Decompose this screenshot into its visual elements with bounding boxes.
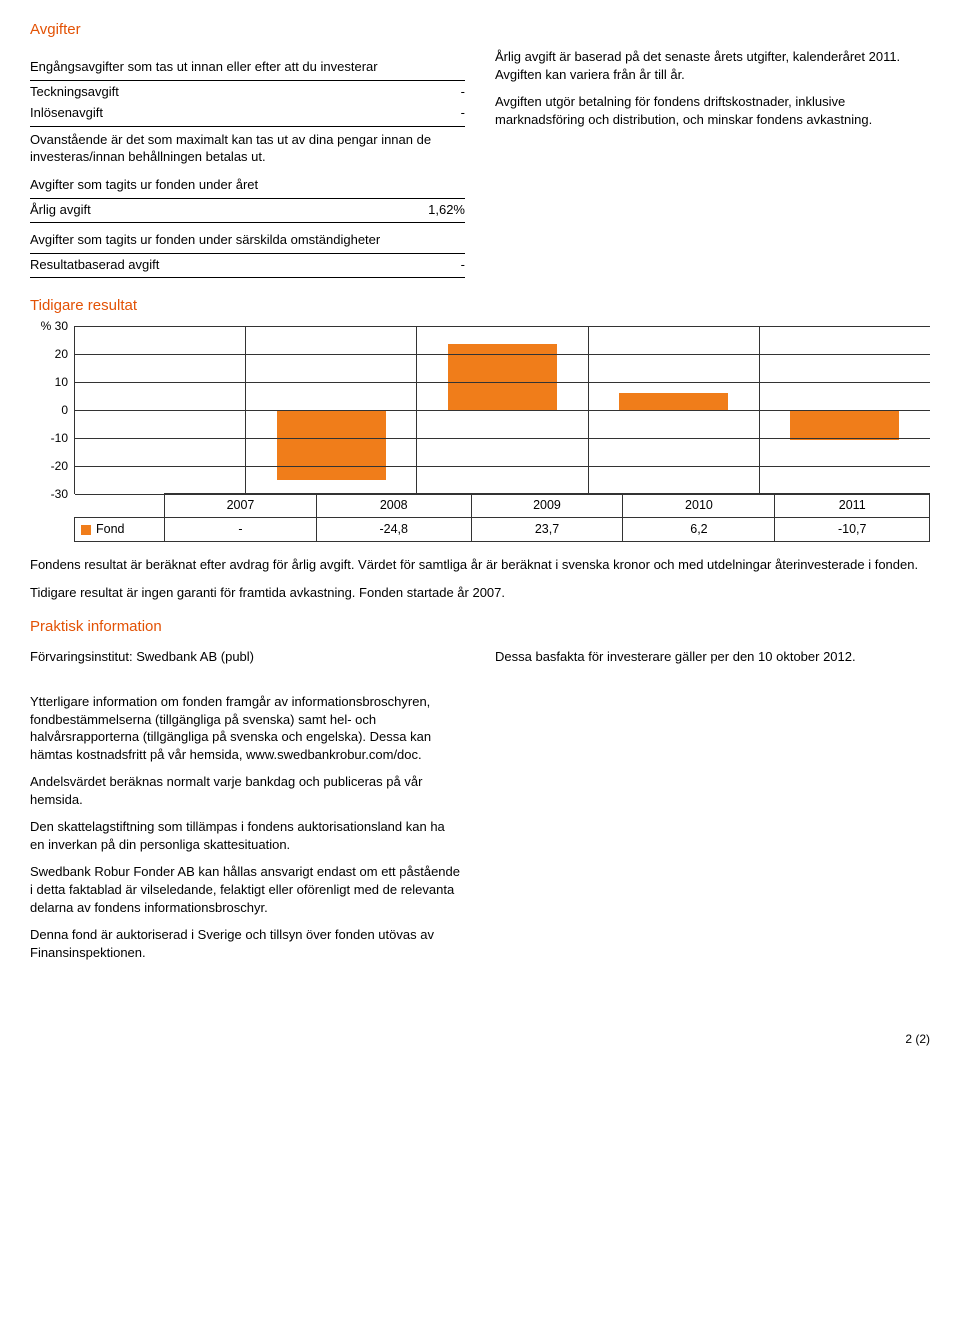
value-cell: -24,8 <box>316 518 471 542</box>
bar <box>619 393 728 410</box>
fees-section1: Engångsavgifter som tas ut innan eller e… <box>30 50 465 80</box>
fees-note1: Ovanstående är det som maximalt kan tas … <box>30 126 465 168</box>
practical-p6: Denna fond är auktoriserad i Sverige och… <box>30 926 462 961</box>
chart-y-axis: % 3020100-10-20-30 <box>30 326 74 494</box>
fees-table: Engångsavgifter som tas ut innan eller e… <box>30 50 465 278</box>
bar <box>277 410 386 479</box>
practical-body: Ytterligare information om fonden framgå… <box>30 693 462 961</box>
bar <box>790 410 899 440</box>
value-cell: -10,7 <box>775 518 930 542</box>
fees-right-p2: Avgiften utgör betalning för fondens dri… <box>495 93 930 128</box>
fees-right-column: Årlig avgift är baserad på det senaste å… <box>495 20 930 278</box>
table-row-head: Fond <box>75 518 165 542</box>
past-results-p2: Tidigare resultat är ingen garanti för f… <box>30 584 930 602</box>
row-label: Fond <box>96 522 125 536</box>
fees-section2: Avgifter som tagits ur fonden under året <box>30 168 465 198</box>
practical-right: Dessa basfakta för investerare gäller pe… <box>495 648 930 676</box>
practical-right-p1: Dessa basfakta för investerare gäller pe… <box>495 648 930 666</box>
chart-data-table: 20072008200920102011 Fond --24,823,76,2-… <box>74 493 930 542</box>
fee-row-label: Resultatbaserad avgift <box>30 253 405 278</box>
fees-section3: Avgifter som tagits ur fonden under särs… <box>30 223 465 254</box>
fee-row-label: Årlig avgift <box>30 198 405 223</box>
fee-row-label: Inlösenavgift <box>30 102 405 126</box>
fee-row-value: 1,62% <box>405 198 465 223</box>
past-results-chart: % 3020100-10-20-30 20072008200920102011 … <box>30 326 930 542</box>
fee-row-value: - <box>405 80 465 102</box>
year-header: 2008 <box>316 494 471 518</box>
y-tick-label: -10 <box>51 430 68 446</box>
table-corner <box>75 494 165 518</box>
chart-plot-area <box>74 326 930 494</box>
practical-left: Förvaringsinstitut: Swedbank AB (publ) <box>30 648 465 676</box>
value-cell: 23,7 <box>471 518 623 542</box>
practical-p4: Den skattelagstiftning som tillämpas i f… <box>30 818 462 853</box>
y-tick-label: 0 <box>61 402 68 418</box>
value-cell: - <box>165 518 317 542</box>
past-results-p1: Fondens resultat är beräknat efter avdra… <box>30 556 930 574</box>
practical-p2: Ytterligare information om fonden framgå… <box>30 693 462 763</box>
year-header: 2007 <box>165 494 317 518</box>
practical-p3: Andelsvärdet beräknas normalt varje bank… <box>30 773 462 808</box>
fees-right-p1: Årlig avgift är baserad på det senaste å… <box>495 48 930 83</box>
y-tick-label: 10 <box>55 374 68 390</box>
y-tick-label: -20 <box>51 458 68 474</box>
y-tick-label: % 30 <box>41 318 68 334</box>
fee-row-value: - <box>405 253 465 278</box>
practical-heading: Praktisk information <box>30 617 930 637</box>
fee-row-label: Teckningsavgift <box>30 80 405 102</box>
y-tick-label: 20 <box>55 346 68 362</box>
fees-heading: Avgifter <box>30 20 465 40</box>
fee-row-value: - <box>405 102 465 126</box>
y-tick-label: -30 <box>51 486 68 502</box>
page-footer: 2 (2) <box>30 1031 930 1047</box>
past-results-heading: Tidigare resultat <box>30 296 930 316</box>
year-header: 2011 <box>775 494 930 518</box>
year-header: 2009 <box>471 494 623 518</box>
practical-left-p1: Förvaringsinstitut: Swedbank AB (publ) <box>30 648 465 666</box>
legend-swatch <box>81 525 91 535</box>
year-header: 2010 <box>623 494 775 518</box>
value-cell: 6,2 <box>623 518 775 542</box>
fees-left-column: Avgifter Engångsavgifter som tas ut inna… <box>30 20 465 278</box>
practical-p5: Swedbank Robur Fonder AB kan hållas ansv… <box>30 863 462 916</box>
